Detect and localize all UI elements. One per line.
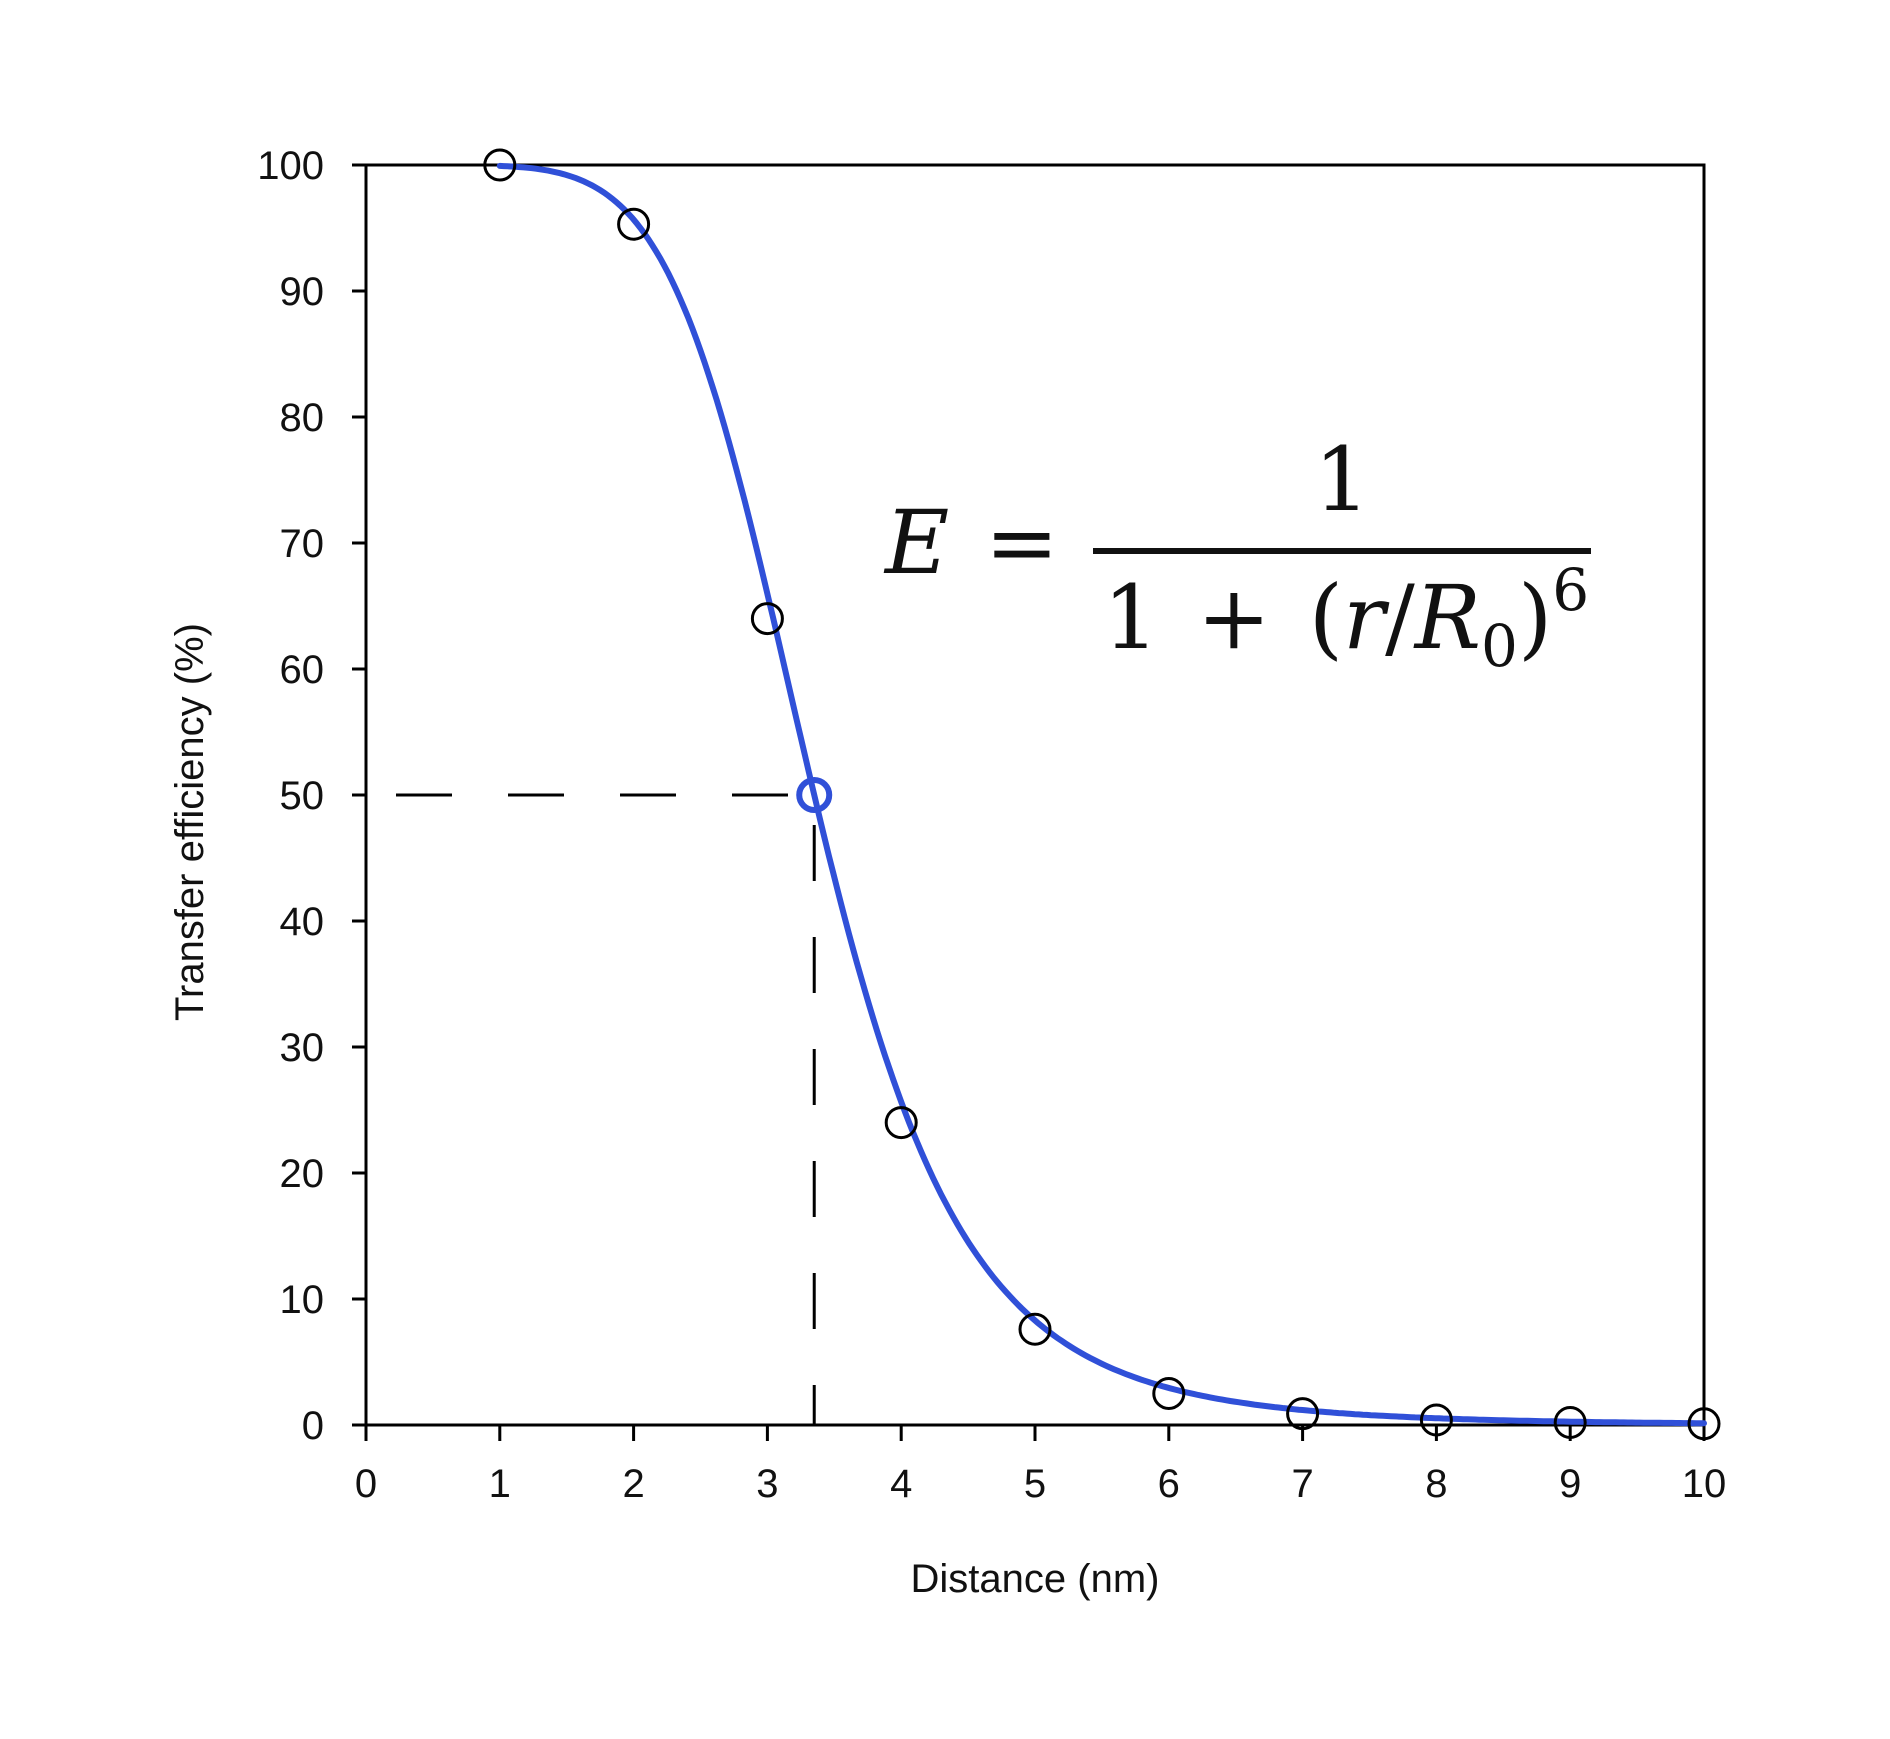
x-tick-label: 2 [622,1462,644,1506]
x-tick-label: 3 [756,1462,778,1506]
y-axis-ticks: 0 10 20 30 40 50 60 70 80 90 100 [257,144,366,1448]
data-point [750,602,784,636]
equation-denominator: 1 + (r/R0)6 [1103,556,1589,680]
fraction-bar [1093,548,1591,554]
y-tick-label: 80 [280,396,325,440]
data-point [884,1106,918,1140]
x-tick-label: 7 [1291,1462,1313,1506]
forster-equation: E = 1 1 + (r/R0)6 [883,428,1591,680]
x-tick-label: 1 [489,1462,511,1506]
y-tick-label: 40 [280,900,325,944]
y-tick-label: 10 [280,1278,325,1322]
data-point [1152,1377,1186,1410]
x-tick-label: 4 [890,1462,912,1506]
x-tick-label: 8 [1425,1462,1447,1506]
x-tick-label: 6 [1158,1462,1180,1506]
y-tick-label: 60 [280,648,325,692]
y-tick-label: 20 [280,1152,325,1196]
equation-equals: = [985,491,1059,594]
data-point [1687,1407,1721,1441]
y-tick-label: 0 [302,1404,324,1448]
fit-curve [496,162,1707,1427]
y-tick-label: 100 [257,144,324,188]
x-tick-label: 10 [1682,1462,1727,1506]
plot-frame [364,163,1706,1427]
data-point [617,207,651,241]
r0-highlight-point [796,777,833,813]
data-point [483,148,517,182]
data-point [1286,1397,1320,1431]
data-point [1018,1312,1052,1346]
y-tick-label: 90 [280,270,325,314]
x-tick-label: 9 [1559,1462,1581,1506]
y-axis-title: Transfer efficiency (%) [168,623,212,1021]
y-tick-label: 50 [280,774,325,818]
x-tick-label: 0 [355,1462,377,1506]
x-axis-title: Distance (nm) [911,1557,1160,1601]
r0-guide-lines [366,793,816,1425]
y-tick-label: 30 [280,1026,325,1070]
data-point [1553,1405,1587,1439]
y-tick-label: 70 [280,522,325,566]
equation-numerator: 1 [1314,428,1370,531]
x-tick-label: 5 [1024,1462,1046,1506]
data-points [483,148,1721,1441]
equation-lhs: E [883,491,949,594]
data-point [1419,1403,1453,1437]
x-axis-ticks: 0 1 2 3 4 5 6 7 8 9 10 [355,1425,1726,1506]
